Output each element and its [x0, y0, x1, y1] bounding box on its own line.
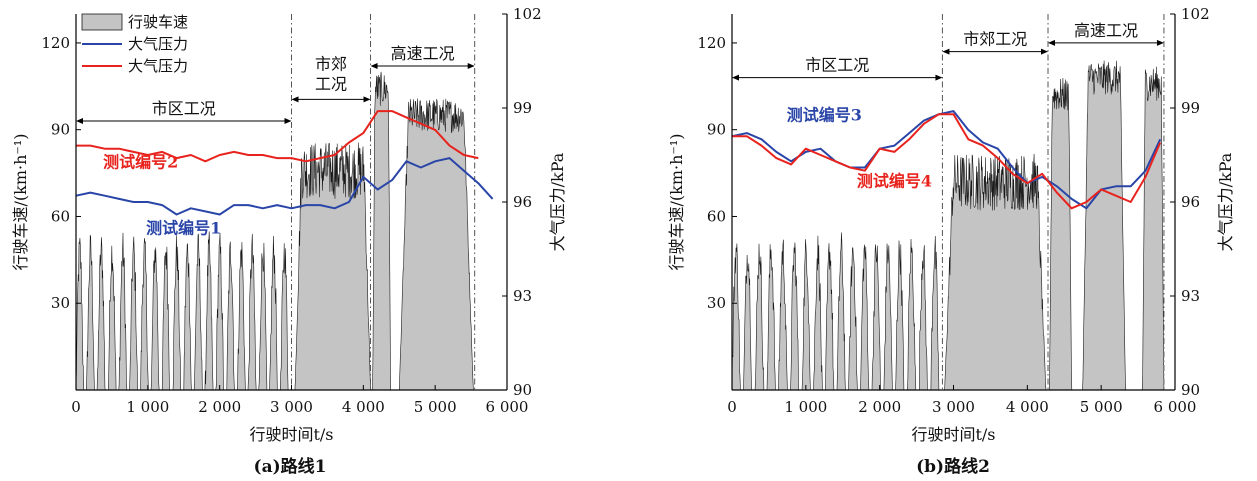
x-tick-label: 0	[727, 398, 737, 416]
y-right-tick-label: 93	[513, 287, 532, 305]
region-arrowhead	[291, 96, 299, 103]
series-annotation: 测试编号1	[146, 218, 221, 237]
region-arrowhead	[732, 74, 739, 81]
region-arrowhead	[1156, 39, 1164, 46]
region-arrowhead	[363, 96, 371, 103]
y-right-tick-label: 99	[1181, 99, 1200, 117]
y-right-tick-label: 102	[1181, 5, 1210, 23]
x-tick-label: 6 000	[1154, 398, 1197, 416]
region-label: 高速工况	[391, 44, 455, 63]
y-tick-label: 120	[41, 34, 70, 52]
x-tick-label: 5 000	[414, 398, 457, 416]
panel-caption: (a)路线1	[254, 456, 327, 477]
pressure-series-line	[731, 110, 1162, 210]
x-tick-label: 2 000	[198, 398, 241, 416]
x-tick-label: 5 000	[1080, 398, 1123, 416]
y-tick-label: 30	[51, 294, 70, 312]
region-label: 市区工况	[805, 56, 869, 75]
region-arrowhead	[942, 48, 950, 55]
region-label: 市区工况	[152, 99, 216, 118]
x-tick-label: 3 000	[932, 398, 975, 416]
x-tick-label: 1 000	[126, 398, 169, 416]
region-label: 市郊工况	[963, 30, 1027, 49]
region-arrowhead	[1041, 48, 1049, 55]
legend-label: 大气压力	[128, 57, 188, 75]
y-tick-label: 120	[697, 34, 726, 52]
legend-label: 大气压力	[128, 35, 188, 53]
x-tick-label: 3 000	[270, 398, 313, 416]
region-arrowhead	[76, 118, 83, 125]
speed-area	[731, 60, 1168, 391]
pressure-series-line	[75, 157, 494, 216]
series-annotation: 测试编号3	[787, 106, 862, 125]
x-axis-label: 行驶时间t/s	[249, 425, 333, 444]
region-label: 工况	[315, 74, 347, 93]
y-right-axis-label: 大气压力/kPa	[548, 152, 567, 251]
y-right-tick-label: 90	[513, 381, 532, 399]
pressure-series-line	[76, 110, 479, 163]
region-arrowhead	[370, 63, 378, 70]
x-tick-label: 4 000	[1006, 398, 1049, 416]
region-label: 市郊	[315, 54, 347, 73]
y-tick-label: 60	[707, 207, 726, 225]
y-right-axis-label: 大气压力/kPa	[1216, 152, 1235, 251]
x-tick-label: 4 000	[342, 398, 385, 416]
y-axis-label: 行驶车速/(km·h⁻¹)	[667, 134, 686, 271]
y-tick-label: 90	[51, 121, 70, 139]
y-tick-label: 60	[51, 207, 70, 225]
y-right-tick-label: 102	[513, 5, 542, 23]
region-arrowhead	[1048, 39, 1056, 46]
y-right-tick-label: 90	[1181, 381, 1200, 399]
series-annotation: 测试编号2	[103, 153, 178, 172]
y-right-tick-label: 96	[513, 193, 532, 211]
region-label: 高速工况	[1074, 21, 1138, 40]
y-axis-label: 行驶车速/(km·h⁻¹)	[11, 134, 30, 271]
x-tick-label: 0	[71, 398, 81, 416]
legend-label: 行驶车速	[128, 13, 188, 31]
y-right-tick-label: 99	[513, 99, 532, 117]
region-arrowhead	[284, 118, 292, 125]
y-right-tick-label: 93	[1181, 287, 1200, 305]
panel-caption: (b)路线2	[916, 456, 990, 477]
series-annotation: 测试编号4	[857, 171, 932, 190]
x-axis-label: 行驶时间t/s	[911, 425, 995, 444]
y-tick-label: 30	[707, 294, 726, 312]
x-tick-label: 2 000	[858, 398, 901, 416]
pressure-series-line	[732, 113, 1162, 210]
region-arrowhead	[467, 63, 475, 70]
legend-swatch	[81, 13, 123, 31]
y-right-tick-label: 96	[1181, 193, 1200, 211]
y-tick-label: 90	[707, 121, 726, 139]
x-tick-label: 6 000	[486, 398, 529, 416]
x-tick-label: 1 000	[784, 398, 827, 416]
region-arrowhead	[935, 74, 943, 81]
